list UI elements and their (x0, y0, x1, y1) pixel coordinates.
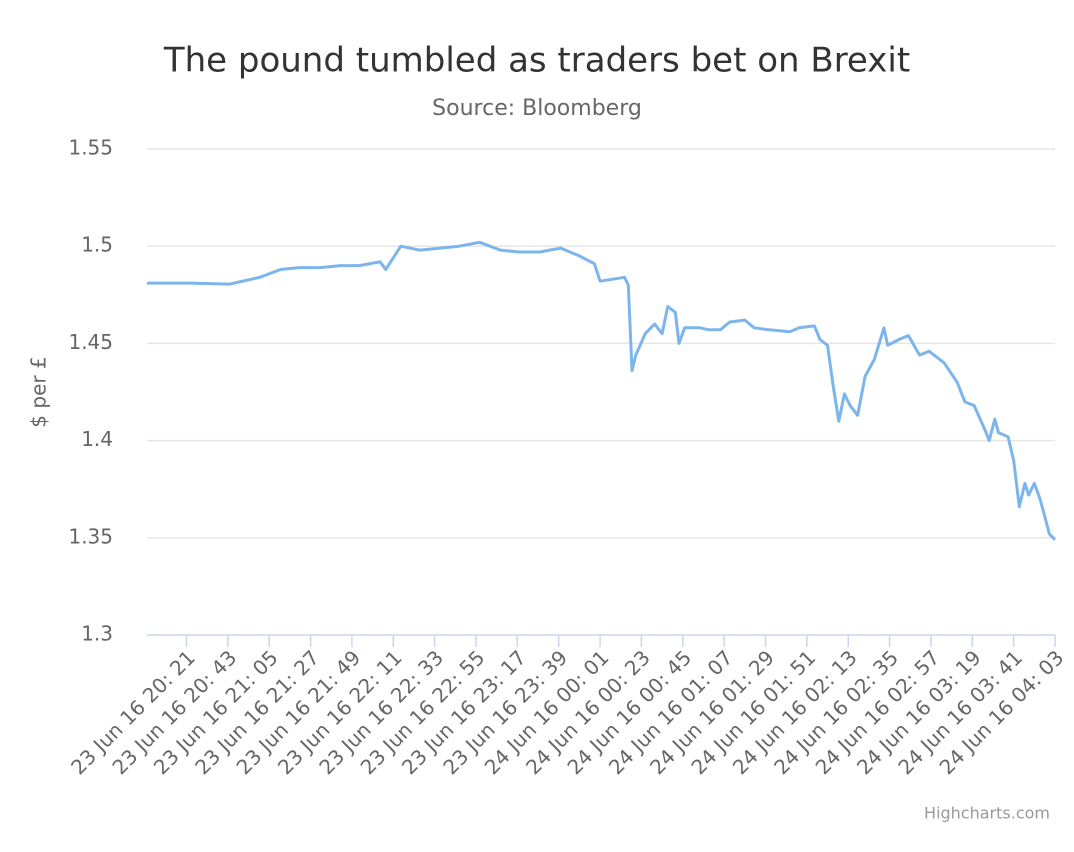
y-tick-label: 1.55 (68, 136, 113, 160)
credits: Highcharts.com (924, 804, 1050, 823)
chart-subtitle: Source: Bloomberg (432, 96, 642, 121)
y-tick-label: 1.45 (68, 330, 113, 354)
y-tick-label: 1.35 (68, 524, 113, 548)
y-tick-label: 1.3 (81, 622, 113, 646)
y-tick-label: 1.5 (81, 233, 113, 257)
chart-title: The pound tumbled as traders bet on Brex… (163, 41, 910, 81)
y-tick-label: 1.4 (81, 427, 113, 451)
y-axis-label: $ per £ (27, 356, 51, 427)
line (147, 240, 1057, 541)
